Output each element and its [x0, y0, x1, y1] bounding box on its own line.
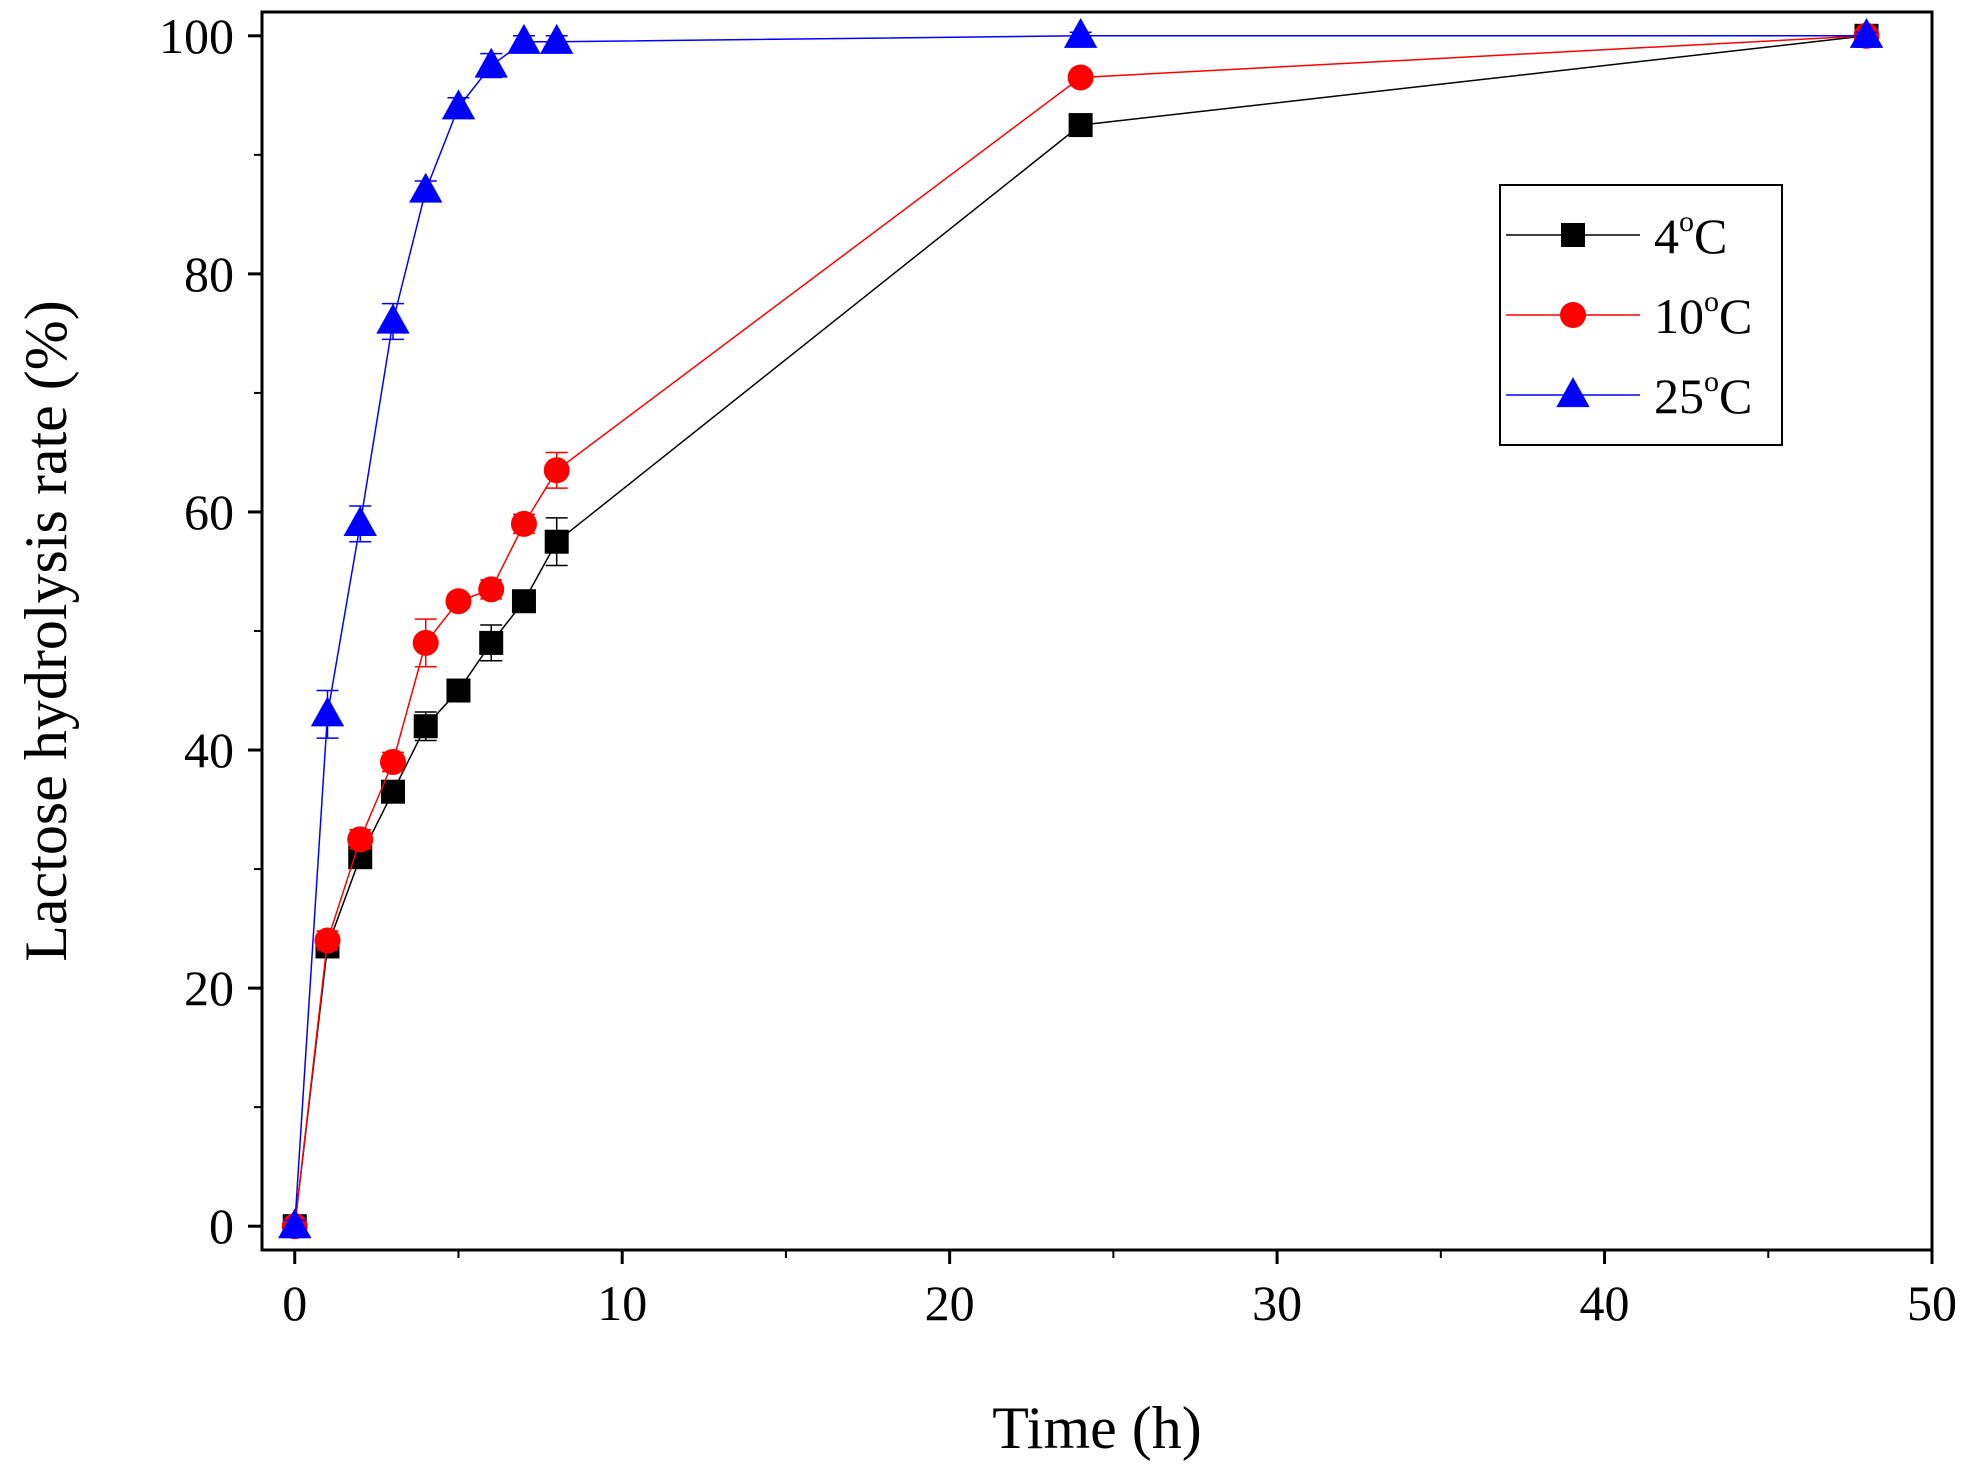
legend-item-1: 10oC: [1506, 285, 1752, 344]
x-tick-label: 30: [1252, 1275, 1302, 1331]
data-point: [510, 510, 537, 537]
data-point: [544, 529, 569, 554]
y-tick-label: 60: [184, 484, 234, 540]
data-point: [380, 779, 405, 804]
legend-label-value: 4: [1654, 208, 1679, 264]
data-point: [409, 172, 443, 203]
legend-marker: [1561, 223, 1585, 247]
data-point: [413, 714, 438, 739]
legend-label-unit: C: [1719, 368, 1752, 424]
data-point: [540, 23, 574, 54]
legend-label-degree: o: [1704, 365, 1719, 398]
legend-label-degree: o: [1704, 285, 1719, 318]
legend-label-unit: C: [1694, 208, 1727, 264]
data-point: [1067, 64, 1094, 91]
x-tick-label: 40: [1580, 1275, 1630, 1331]
legend-item-0: 4oC: [1506, 205, 1727, 264]
legend-label-unit: C: [1719, 288, 1752, 344]
data-point: [314, 927, 341, 954]
legend-label-degree: o: [1679, 205, 1694, 238]
data-point: [379, 748, 406, 775]
data-point: [479, 630, 504, 655]
legend-label: 4oC: [1654, 205, 1727, 264]
x-tick-label: 50: [1907, 1275, 1957, 1331]
axes-layer: 0 10 20 30 40 50 0 20 40 60 80 100: [159, 8, 1957, 1331]
y-tick-label: 40: [184, 722, 234, 778]
data-point: [310, 696, 345, 727]
y-tick-label: 100: [159, 8, 234, 64]
data-point: [347, 826, 374, 853]
x-tick-label: 0: [282, 1275, 307, 1331]
data-point: [1849, 17, 1884, 48]
data-point: [446, 678, 471, 703]
legend-label: 25oC: [1654, 365, 1752, 424]
data-point: [343, 506, 377, 536]
series-2: [278, 17, 1884, 1239]
data-point: [1063, 17, 1098, 48]
x-tick-label: 20: [925, 1275, 975, 1331]
x-tick-label: 10: [597, 1275, 647, 1331]
series-layer: [278, 17, 1884, 1240]
legend-item-2: 25oC: [1506, 365, 1752, 424]
legend-label-value: 25: [1654, 368, 1704, 424]
data-point: [278, 1208, 312, 1239]
data-point: [511, 589, 536, 614]
x-axis-title: Time (h): [992, 1395, 1201, 1461]
legend-marker: [1560, 302, 1586, 328]
data-point: [543, 457, 570, 484]
data-point: [412, 629, 439, 656]
y-tick-label: 0: [209, 1198, 234, 1254]
y-tick-label: 20: [184, 960, 234, 1016]
legend-label: 10oC: [1654, 285, 1752, 344]
data-point: [1068, 113, 1093, 138]
data-point: [478, 576, 505, 603]
data-point: [474, 47, 508, 78]
legend-marker: [1556, 377, 1590, 408]
data-point: [507, 23, 541, 54]
data-point: [441, 89, 476, 120]
y-axis-title: Lactose hydrolysis rate (%): [13, 300, 79, 961]
y-tick-label: 80: [184, 246, 234, 302]
data-point: [445, 588, 472, 615]
legend-label-value: 10: [1654, 288, 1704, 344]
data-point: [376, 303, 410, 334]
